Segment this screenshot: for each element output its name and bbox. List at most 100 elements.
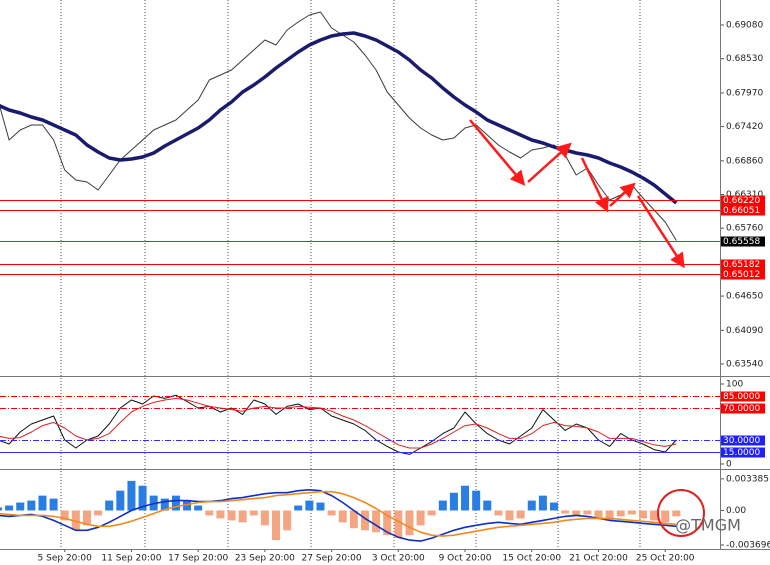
histogram-bar [483,500,492,511]
histogram-bar [650,510,659,521]
x-tick-label: 15 Oct 20:00 [502,554,561,564]
x-tick-label: 25 Oct 20:00 [636,554,695,564]
histogram-bar [616,510,625,517]
histogram-bar [194,505,203,511]
histogram-bar [305,500,314,511]
histogram-bar [494,510,503,516]
histogram-bar [594,510,603,519]
y-tick-label: 0 [726,460,732,470]
histogram-bar [527,500,536,511]
histogram-bar [116,490,125,511]
histogram-bar [316,502,325,511]
annotation-arrows [469,119,685,269]
histogram-bar [283,510,292,531]
histogram-bar [605,510,614,521]
x-tick-label: 27 Sep 20:00 [302,554,362,564]
arrow [609,182,636,207]
x-tick-label: 17 Sep 20:00 [168,554,228,564]
histogram-bar [71,510,80,531]
histogram-bar [183,500,192,511]
y-tick-label: 0.65760 [726,224,763,234]
highlight-circle [657,489,705,537]
histogram-bar [338,510,347,523]
arrow [580,157,609,213]
y-tick-label: 0.64650 [726,292,763,302]
x-tick-label: 3 Oct 20:00 [372,554,425,564]
histogram-bar [327,510,336,516]
histogram-bar [538,495,547,511]
y-tick-label: 0.68530 [726,54,763,64]
y-tick-label: 0.64090 [726,326,763,336]
histogram-bar [27,500,36,511]
series-line [0,397,677,449]
watermark: @TMGM [675,516,741,535]
histogram-bar [160,498,169,511]
histogram-bar [661,510,670,523]
y-axis: 0.69080 0.68530 0.67970 0.67420 0.66860 0.663… [720,21,763,369]
histogram-bar [461,485,470,511]
histogram-bar [438,500,447,511]
histogram-bar [60,510,69,521]
panel [0,480,681,542]
histogram-bar [82,510,91,526]
histogram-bar [360,510,369,531]
y-tick-label: 0.66310 [726,190,763,200]
histogram-bar [583,510,592,515]
histogram-bar [638,510,647,519]
arrow [527,142,572,183]
histogram-bar [516,510,525,519]
arrow [469,119,526,186]
histogram-bar [16,502,25,511]
histogram-bar [249,510,258,516]
level-label: 85.0000 [723,392,760,402]
series-line [0,489,677,542]
x-tick-label: 21 Oct 20:00 [569,554,628,564]
series-line [0,394,677,455]
histogram-bar [49,498,58,511]
histogram-bar [561,510,570,514]
level-label: 0.65012 [723,270,760,280]
series-line [0,490,677,537]
arrow [636,195,685,269]
histogram-bar [0,507,2,511]
x-tick-label: 11 Sep 20:00 [101,554,161,564]
level-label-box [721,195,765,206]
frame [0,0,770,550]
histogram-bar [627,510,636,515]
y-tick-label: 100 [726,380,743,390]
plots: 0.69080 0.68530 0.67970 0.67420 0.66860 0.663… [0,11,770,564]
histogram-bar [205,510,214,516]
level-label-box [721,447,765,458]
level-label: 30.0000 [723,436,760,446]
level-label-box [721,391,765,402]
histogram-bar [472,490,481,511]
level-label: 0.65558 [723,237,760,247]
histogram-bar [550,502,558,511]
histogram-bar [572,510,581,517]
y-tick-label: 0.69080 [726,21,763,31]
histogram-bar [105,500,114,511]
histogram-bar [127,480,136,511]
level-label: 15.0000 [723,448,760,458]
histogram-bar [294,505,303,511]
x-tick-label: 23 Sep 20:00 [235,554,295,564]
y-tick-label: 0.00 [726,506,746,516]
y-tick-label: 0.67970 [726,88,763,98]
y-tick-label: -0.0036962 [726,540,770,550]
level-label-box [721,205,765,216]
histogram-bar [349,510,358,529]
x-tick-label: 9 Oct 20:00 [439,554,492,564]
histogram-bar [138,485,147,511]
histogram-bar [672,510,681,517]
histogram-bar [227,510,236,521]
panel [0,394,677,455]
level-label: 0.65182 [723,260,760,270]
level-label: 0.66220 [723,196,760,206]
y-tick-label: 0.0033851 [726,474,770,484]
histogram-bar [427,510,436,516]
level-label-box [721,259,765,270]
histogram-bar [449,492,458,511]
level-label-box [721,269,765,280]
histogram-bar [383,510,392,536]
histogram-bar [94,510,103,516]
